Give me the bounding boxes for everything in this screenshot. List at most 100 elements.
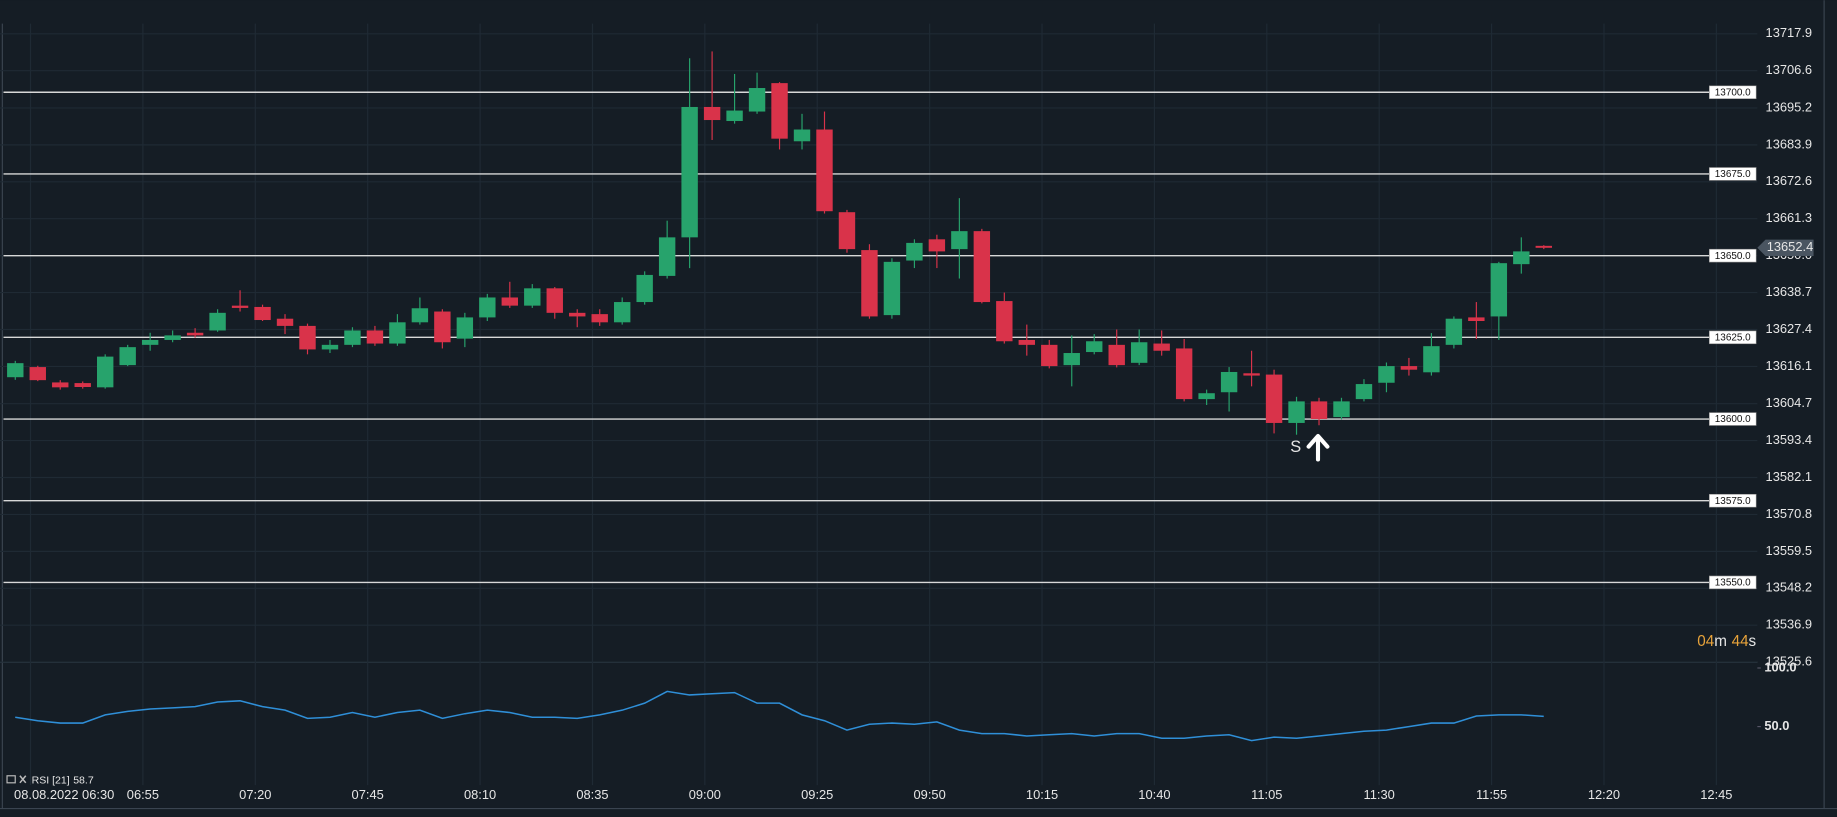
candle-body <box>29 367 46 381</box>
candle-body <box>186 332 204 336</box>
candle-body <box>96 356 114 388</box>
level-tag <box>1709 412 1757 426</box>
candle-body <box>996 301 1013 342</box>
candle-body <box>883 261 901 316</box>
candle-body <box>119 347 136 366</box>
rsi-legend-text: RSI [21] 58.7 <box>32 774 94 786</box>
candle-body <box>366 330 384 344</box>
candle-body <box>771 83 788 139</box>
y-tick-label: 13616.1 <box>1766 358 1813 373</box>
x-tick-label: 12:20 <box>1588 787 1620 802</box>
candle-body <box>1198 393 1215 400</box>
level-tag <box>1709 330 1757 345</box>
level-tag <box>1709 85 1757 100</box>
candle-body <box>546 288 563 313</box>
candle-body <box>636 274 653 303</box>
x-tick-label: 11:30 <box>1364 787 1395 802</box>
x-tick-label: 08:10 <box>464 787 496 802</box>
candle-body <box>52 382 69 388</box>
candle-body <box>973 231 991 303</box>
candle-body <box>321 344 339 350</box>
x-tick-label: 07:45 <box>352 787 384 802</box>
candle-body <box>1063 353 1080 366</box>
price-tag <box>1757 239 1814 257</box>
candle-body <box>141 339 159 345</box>
candle-body <box>658 237 676 276</box>
y-tick-label: 13593.4 <box>1766 432 1813 447</box>
x-tick-label: 09:25 <box>801 787 833 802</box>
candle-body <box>951 231 968 250</box>
y-tick-label: 13695.2 <box>1766 99 1813 114</box>
level-tag <box>1709 575 1757 590</box>
signal-marker: S <box>1290 433 1330 462</box>
countdown-seconds: 44 <box>1732 633 1749 650</box>
level-label: 13600.0 <box>1715 414 1751 425</box>
candle-body <box>1018 339 1035 345</box>
candle-body <box>1130 342 1148 363</box>
candle-body <box>726 110 743 122</box>
level-label: 13675.0 <box>1715 169 1751 180</box>
candle-body <box>1378 366 1395 383</box>
candle-body <box>928 239 946 252</box>
level-label: 13625.0 <box>1715 333 1751 344</box>
x-tick-label: 08:35 <box>576 787 608 802</box>
candle-body <box>389 322 406 344</box>
candle-body <box>1086 341 1103 353</box>
level-tag <box>1709 167 1757 181</box>
y-tick-label: 13536.9 <box>1766 617 1813 632</box>
candle-body <box>411 308 429 323</box>
candle-body <box>1153 343 1170 351</box>
candle-body <box>1333 401 1350 418</box>
candle-body <box>1175 348 1193 400</box>
rsi-legend: RSI [21] 58.7 <box>6 774 94 786</box>
rsi-last-value: 58.7 <box>73 774 94 786</box>
candle-body <box>591 314 608 323</box>
candle-body <box>276 318 294 326</box>
level-tag <box>1709 493 1757 508</box>
rsi-line <box>15 690 1544 742</box>
y-tick-label: 13627.4 <box>1766 321 1813 336</box>
candle-body <box>501 297 519 306</box>
candle-body <box>1400 366 1418 370</box>
rsi-y-tick-label: 50.0 <box>1764 718 1789 733</box>
candle-body <box>164 335 181 340</box>
candle-body <box>1220 371 1238 393</box>
level-label: 13550.0 <box>1715 578 1751 589</box>
candle-body <box>569 312 586 317</box>
candle-body <box>793 129 811 142</box>
candle-body <box>1468 317 1485 321</box>
candle-body <box>838 212 856 250</box>
y-tick-label: 13672.6 <box>1766 173 1813 188</box>
y-tick-label: 13525.6 <box>1766 654 1813 669</box>
x-tick-label: 07:20 <box>239 787 271 802</box>
x-tick-label: 08.08.2022 06:30 <box>14 787 114 802</box>
x-tick-label: 09:00 <box>689 787 721 802</box>
candle-body <box>1108 344 1125 366</box>
y-tick-label: 13683.9 <box>1766 136 1813 151</box>
x-tick-label: 10:40 <box>1138 787 1170 802</box>
y-tick-label: 13661.3 <box>1766 210 1813 225</box>
level-label: 13700.0 <box>1715 87 1751 98</box>
candle-body <box>231 305 249 308</box>
y-tick-label: 13717.9 <box>1766 25 1813 40</box>
candle-body <box>524 288 541 306</box>
legend-close-icon[interactable] <box>19 775 27 784</box>
signal-label: S <box>1290 438 1301 456</box>
y-tick-label: 13548.2 <box>1766 580 1813 595</box>
candle-body <box>613 302 631 323</box>
candle-body <box>344 330 361 345</box>
level-tag <box>1709 248 1757 263</box>
level-label: 13650.0 <box>1715 251 1751 262</box>
y-tick-label: 13559.5 <box>1766 543 1813 558</box>
candle-body <box>1310 401 1328 420</box>
candle-body <box>816 129 833 212</box>
candle-body <box>74 383 91 388</box>
countdown-minutes: 04 <box>1697 633 1714 650</box>
candle-body <box>703 106 721 121</box>
candle-body <box>7 363 24 378</box>
level-label: 13575.0 <box>1715 496 1751 507</box>
candle-body <box>1288 401 1305 423</box>
